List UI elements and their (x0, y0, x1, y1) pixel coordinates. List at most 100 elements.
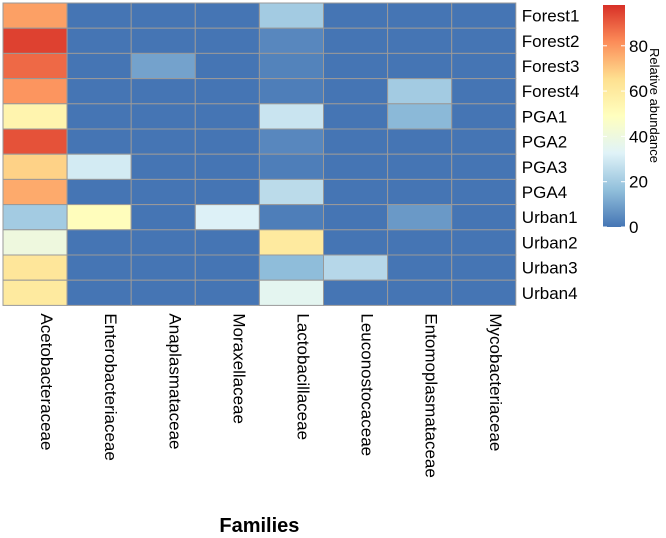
heatmap-cell (2, 279, 68, 306)
heatmap-cell (66, 128, 132, 155)
heatmap-cell (387, 204, 453, 231)
heatmap-cell (2, 254, 68, 281)
heatmap-cell (130, 78, 196, 105)
heatmap-cell (323, 204, 389, 231)
legend-tick-label: 60 (629, 82, 648, 101)
heatmap-cell (323, 279, 389, 306)
row-label: Urban3 (522, 259, 578, 278)
heatmap-cell (387, 153, 453, 180)
heatmap-cell (451, 103, 517, 130)
heatmap-cell (66, 279, 132, 306)
heatmap-cell (258, 52, 324, 80)
heatmap-cell (194, 204, 260, 231)
legend-ticks: 0 20 40 60 80 (603, 37, 648, 237)
row-label: Urban2 (522, 233, 578, 252)
heatmap-cell (451, 229, 517, 256)
heatmap-cell (451, 254, 517, 281)
row-label: PGA2 (522, 133, 567, 152)
row-label: PGA3 (522, 158, 567, 177)
row-label: Forest4 (522, 82, 580, 101)
heatmap-cells (2, 2, 517, 306)
column-label: Leuconostocaceae (358, 313, 377, 456)
heatmap-cell (387, 128, 453, 155)
column-label: Mycobacteriaceae (486, 313, 505, 451)
heatmap-cell (2, 103, 68, 130)
heatmap-cell (258, 254, 324, 281)
heatmap-cell (258, 178, 324, 206)
heatmap-cell (194, 2, 260, 29)
heatmap-cell (323, 103, 389, 130)
heatmap-cell (66, 229, 132, 256)
heatmap-cell (258, 78, 324, 105)
heatmap-cell (130, 178, 196, 206)
heatmap-cell (66, 103, 132, 130)
x-axis-label: Families (219, 515, 299, 537)
heatmap-cell (66, 254, 132, 281)
row-label: Forest3 (522, 57, 580, 76)
row-label: PGA4 (522, 183, 567, 202)
heatmap-cell (258, 128, 324, 155)
heatmap-cell (66, 178, 132, 206)
heatmap-cell (2, 153, 68, 180)
heatmap-cell (387, 78, 453, 105)
heatmap-cell (451, 178, 517, 206)
heatmap-cell (387, 178, 453, 206)
column-label: Entomoplasmataceae (422, 313, 441, 477)
heatmap-cell (130, 103, 196, 130)
heatmap-cell (2, 178, 68, 206)
heatmap-cell (451, 27, 517, 54)
heatmap-cell (66, 78, 132, 105)
heatmap-cell (194, 178, 260, 206)
heatmap-cell (66, 27, 132, 54)
legend-tick-label: 20 (629, 173, 648, 192)
heatmap-cell (451, 52, 517, 80)
heatmap-cell (2, 204, 68, 231)
column-labels: Acetobacteraceae Enterobacteriaceae Anapla… (37, 313, 505, 477)
heatmap-cell (2, 2, 68, 29)
heatmap-cell (194, 254, 260, 281)
heatmap-cell (130, 52, 196, 80)
heatmap-cell (130, 128, 196, 155)
row-label: PGA1 (522, 107, 567, 126)
color-legend: 0 20 40 60 80 Relative abundance (603, 5, 662, 237)
heatmap-cell (323, 128, 389, 155)
heatmap-cell (258, 2, 324, 29)
heatmap-cell (387, 229, 453, 256)
heatmap-cell (66, 2, 132, 29)
column-label: Lactobacillaceae (293, 313, 312, 440)
heatmap-cell (387, 52, 453, 80)
heatmap-cell (387, 103, 453, 130)
heatmap-cell (258, 27, 324, 54)
heatmap-cell (323, 52, 389, 80)
heatmap-cell (451, 2, 517, 29)
column-label: Enterobacteriaceae (101, 313, 120, 460)
heatmap-cell (258, 229, 324, 256)
legend-title: Relative abundance (647, 48, 662, 163)
heatmap-cell (387, 2, 453, 29)
column-label: Moraxellaceae (229, 313, 248, 424)
heatmap-cell (451, 153, 517, 180)
heatmap-cell (130, 2, 196, 29)
row-label: Forest1 (522, 7, 580, 26)
heatmap-cell (323, 2, 389, 29)
heatmap-cell (323, 153, 389, 180)
legend-color-bar (603, 5, 625, 227)
heatmap-cell (451, 128, 517, 155)
heatmap-cell (130, 153, 196, 180)
row-label: Urban1 (522, 208, 578, 227)
heatmap-cell (258, 279, 324, 306)
heatmap-cell (451, 78, 517, 105)
heatmap-cell (194, 153, 260, 180)
heatmap-cell (194, 279, 260, 306)
heatmap-cell (2, 78, 68, 105)
heatmap-cell (66, 52, 132, 80)
row-label: Urban4 (522, 284, 578, 303)
heatmap-cell (258, 153, 324, 180)
heatmap-cell (2, 52, 68, 80)
heatmap-cell (130, 27, 196, 54)
column-label: Acetobacteraceae (37, 313, 56, 450)
heatmap-cell (130, 254, 196, 281)
heatmap-cell (194, 229, 260, 256)
legend-tick-label: 40 (629, 127, 648, 146)
